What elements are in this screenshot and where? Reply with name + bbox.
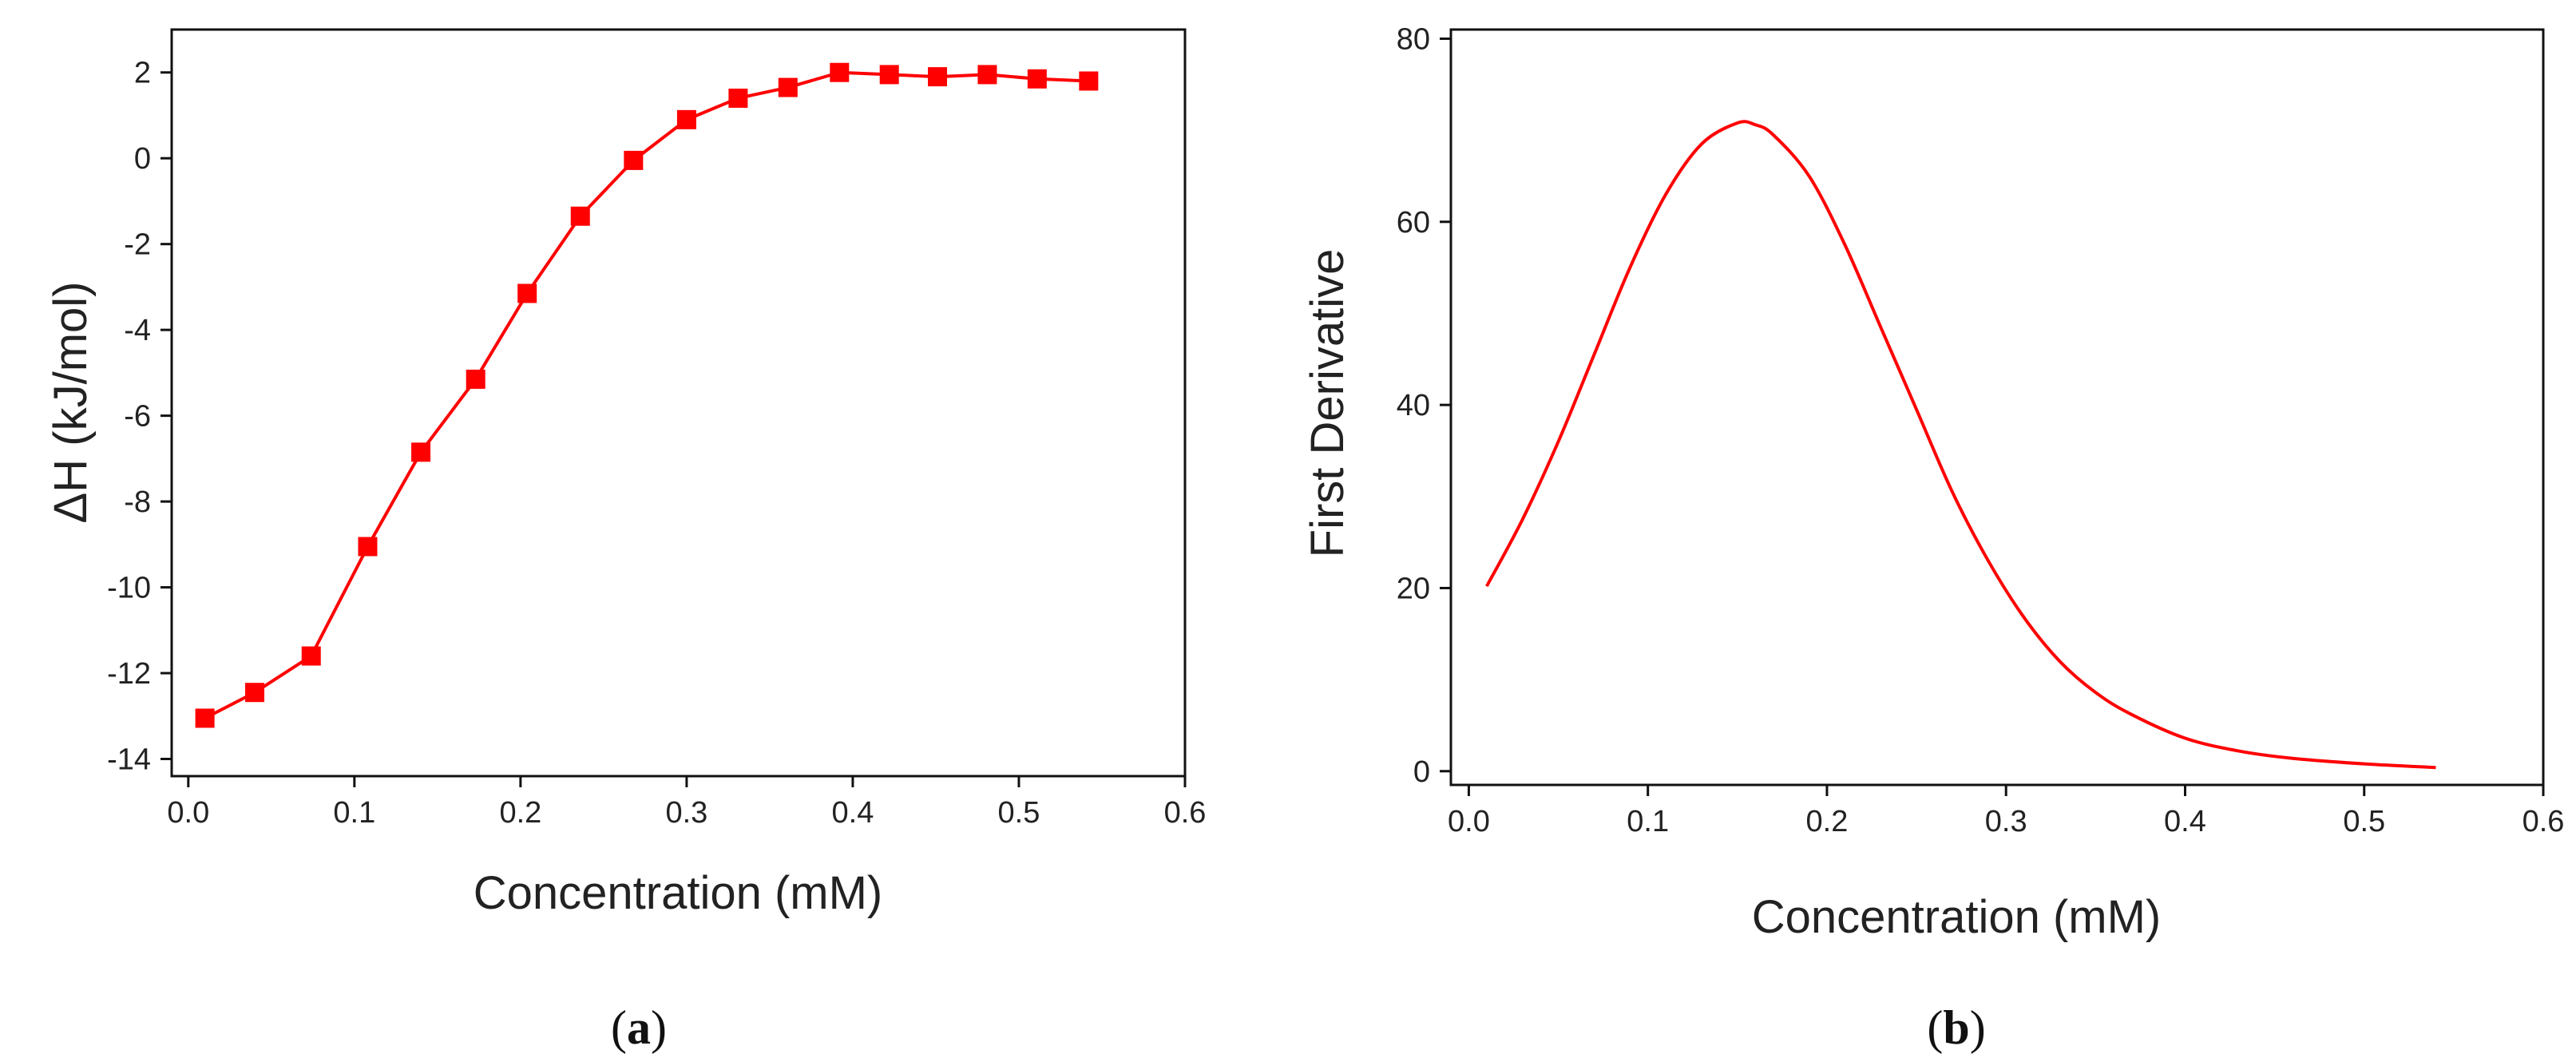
data-point <box>570 206 590 226</box>
y-tick-label: 20 <box>1397 572 1430 605</box>
y-axis-label-a: ΔH (kJ/mol) <box>45 282 97 524</box>
series-line <box>1485 120 2436 770</box>
y-tick-label: -10 <box>107 572 151 605</box>
series-line <box>204 70 1089 720</box>
y-tick-label: -14 <box>107 743 151 777</box>
data-point <box>301 646 321 666</box>
x-tick-label: 0.4 <box>832 796 874 830</box>
y-tick-label: -6 <box>124 400 151 434</box>
data-point <box>879 65 899 85</box>
y-tick-label: 0 <box>134 142 151 176</box>
y-tick-label: 40 <box>1397 389 1430 422</box>
x-axis-label-a: Concentration (mM) <box>474 867 882 919</box>
data-point <box>1079 71 1099 91</box>
chart-panel-a: 0.0 0.1 0.2 0.3 0.4 0.5 0.6 2 0 -2 -4 -6 -8 -10 -12 -1… <box>45 28 1206 1054</box>
y-tick-label: -8 <box>124 485 151 519</box>
y-axis-label-b: First Derivative <box>1302 249 1353 558</box>
x-tick-label: 0.3 <box>665 796 707 830</box>
panel-label-a: (a) <box>611 1001 667 1054</box>
y-tick-label: 2 <box>134 57 151 90</box>
y-tick-label: -4 <box>124 314 151 347</box>
x-tick-label: 0.5 <box>998 796 1040 830</box>
plot-frame-b <box>1449 28 2545 787</box>
plot-frame-a <box>170 28 1187 778</box>
x-tick-label: 0.6 <box>2522 805 2565 838</box>
y-tick-label: -12 <box>107 657 151 691</box>
x-tick-label: 0.0 <box>1448 805 1490 838</box>
y-tick-label: 0 <box>1413 755 1430 789</box>
x-tick-label: 0.3 <box>1985 805 2027 838</box>
data-point <box>358 537 378 557</box>
panel-letter-b: b <box>1943 1001 1969 1054</box>
x-tick-label: 0.1 <box>333 796 375 830</box>
data-point <box>411 442 431 462</box>
data-point <box>928 67 948 87</box>
data-point <box>245 683 265 703</box>
data-point <box>1027 69 1047 89</box>
data-point <box>977 65 997 85</box>
data-point <box>195 708 215 728</box>
x-axis-label-b: Concentration (mM) <box>1752 891 2161 943</box>
x-axis-ticks-b: 0.0 0.1 0.2 0.3 0.4 0.5 0.6 <box>1448 785 2564 838</box>
series-a <box>195 62 1099 728</box>
panel-letter-a: a <box>627 1001 651 1054</box>
panel-label-b: (b) <box>1927 1001 1985 1054</box>
x-tick-label: 0.4 <box>2164 805 2206 838</box>
y-axis-ticks-b: 0 20 40 60 80 <box>1397 22 1451 789</box>
data-point <box>624 150 644 170</box>
y-tick-label: -2 <box>124 228 151 262</box>
x-tick-label: 0.2 <box>1806 805 1849 838</box>
y-axis-ticks-a: 2 0 -2 -4 -6 -8 -10 -12 -14 <box>107 57 172 777</box>
data-point <box>517 283 537 303</box>
x-tick-label: 0.6 <box>1164 796 1207 830</box>
data-point <box>728 88 748 108</box>
data-point <box>466 369 485 389</box>
data-point <box>778 77 798 97</box>
series-b <box>1485 120 2436 770</box>
x-axis-ticks-a: 0.0 0.1 0.2 0.3 0.4 0.5 0.6 <box>167 776 1206 830</box>
x-tick-label: 0.1 <box>1627 805 1669 838</box>
y-tick-label: 60 <box>1397 206 1430 240</box>
data-point <box>830 62 850 82</box>
x-tick-label: 0.5 <box>2343 805 2385 838</box>
x-tick-label: 0.0 <box>167 796 209 830</box>
x-tick-label: 0.2 <box>499 796 541 830</box>
data-point <box>676 109 696 129</box>
chart-panel-b: 0.0 0.1 0.2 0.3 0.4 0.5 0.6 0 20 40 60 80 Concentr… <box>1302 22 2564 1054</box>
y-tick-label: 80 <box>1397 22 1430 56</box>
